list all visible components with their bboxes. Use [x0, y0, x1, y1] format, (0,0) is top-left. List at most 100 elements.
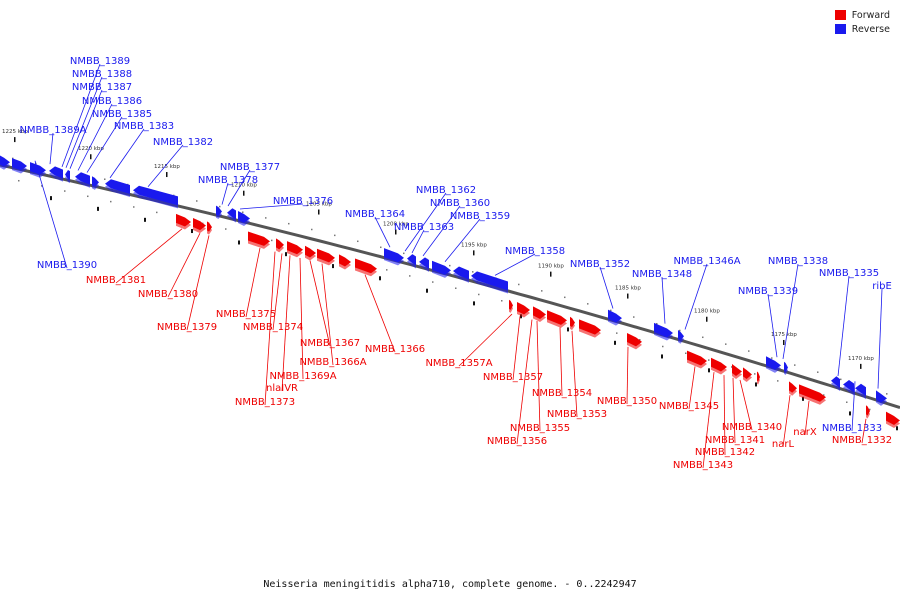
minor-tick-lower [87, 195, 89, 198]
forward-gene-label: NMBB_1343 [673, 460, 733, 471]
reverse-gene-label: NMBB_1339 [738, 286, 798, 297]
minor-tick-lower [409, 275, 411, 277]
reverse-gene-label-leader [404, 192, 447, 252]
minor-tick-upper [886, 393, 888, 395]
reverse-gene-arrow [30, 162, 46, 175]
kbp-tick-mark [166, 172, 168, 178]
minor-tick-upper [771, 357, 773, 359]
reverse-gene-label: NMBB_1359 [450, 211, 510, 222]
reverse-gene-label-leader [239, 203, 304, 210]
reverse-gene-label-leader [837, 275, 850, 377]
forward-gene-label: NMBB_1356 [487, 436, 547, 447]
forward-gene-label-leader [321, 263, 334, 366]
forward-gene-label: NMBB_1373 [235, 397, 295, 408]
legend-label-reverse: Reverse [851, 23, 890, 35]
forward-gene-label: NMBB_1380 [138, 289, 198, 300]
reverse-gene-label-leader [444, 218, 481, 263]
reverse-gene-arrow [654, 322, 673, 338]
forward-gene-arrow [176, 213, 191, 227]
reverse-gene-label: NMBB_1376 [273, 196, 333, 207]
minor-tick-lower [501, 300, 503, 302]
minor-tick-upper [794, 364, 796, 366]
kbp-tick-label: 1225 kbp [2, 129, 28, 135]
reverse-gene-label: NMBB_1358 [505, 246, 565, 257]
major-tick-lower [238, 240, 240, 245]
major-tick-lower [755, 382, 757, 387]
forward-gene-label-leader [571, 330, 578, 418]
minor-tick-upper [12, 157, 14, 160]
reverse-gene-label-leader [49, 132, 54, 165]
forward-gene-arrow [866, 405, 870, 416]
major-tick-lower [473, 301, 475, 306]
reverse-gene-arrow [831, 376, 840, 389]
minor-tick-upper [334, 234, 336, 237]
kbp-tick-label: 1215 kbp [154, 164, 180, 170]
legend-item-reverse: Reverse [834, 22, 890, 36]
forward-gene-label: NMBB_1366A [299, 357, 366, 368]
reverse-gene-label-leader [34, 160, 68, 269]
major-tick-lower [332, 264, 334, 269]
minor-tick-upper [104, 178, 106, 180]
minor-tick-lower [639, 339, 641, 341]
kbp-tick-mark [550, 271, 552, 277]
forward-gene-arrow [627, 333, 642, 347]
reverse-gene-arrow [12, 158, 27, 171]
forward-gene-label: NMBB_1381 [86, 275, 146, 286]
major-tick-lower [379, 276, 381, 281]
minor-tick-lower [708, 359, 710, 361]
reverse-gene-label: NMBB_1390 [37, 260, 97, 271]
reverse-gene-label-leader [109, 128, 145, 179]
kbp-tick-mark [860, 363, 862, 369]
major-tick-lower [97, 206, 99, 211]
reverse-gene-arrow [105, 179, 130, 195]
reverse-gene-label-leader [851, 381, 856, 432]
forward-gene-label-leader [861, 418, 867, 444]
reverse-gene-label-leader [599, 266, 614, 309]
minor-tick-lower [478, 293, 480, 296]
major-tick-lower [849, 411, 851, 416]
reverse-gene-label-leader [65, 76, 103, 168]
reverse-gene-label: NMBB_1383 [114, 121, 174, 132]
reverse-gene-arrow [471, 271, 508, 291]
kbp-tick-label: 1195 kbp [461, 242, 487, 248]
forward-gene-label-leader [702, 372, 715, 469]
reverse-gene-label-leader [374, 216, 391, 248]
reverse-gene-label-leader [147, 144, 184, 188]
forward-gene-arrow [248, 231, 270, 246]
kbp-tick-label: 1200 kbp [383, 221, 409, 227]
minor-tick-upper [633, 316, 635, 318]
forward-gene-arrow [305, 245, 316, 258]
forward-gene-label: NMBB_1357 [483, 372, 543, 383]
reverse-gene-arrow [92, 176, 99, 187]
forward-gene-label-leader [115, 228, 183, 284]
forward-gene-label-leader [536, 320, 541, 432]
forward-gene-label-leader [732, 377, 736, 444]
major-tick-lower [802, 396, 804, 401]
minor-tick-upper [380, 246, 382, 249]
minor-tick-lower [685, 352, 687, 355]
reverse-gene-label-leader [227, 169, 251, 207]
minor-tick-lower [133, 206, 135, 208]
forward-gene-label-leader [688, 366, 696, 410]
forward-gene-label: NMBB_1366 [365, 344, 425, 355]
forward-gene-label-leader [299, 257, 304, 380]
kbp-tick-mark [243, 190, 245, 196]
forward-gene-label: NMBB_1369A [269, 371, 336, 382]
minor-tick-upper [840, 378, 842, 381]
reverse-gene-label-leader [69, 89, 103, 169]
forward-gene-label-leader [804, 400, 810, 436]
forward-gene-label: narL [772, 439, 795, 450]
minor-tick-lower [271, 239, 273, 242]
minor-tick-lower [616, 332, 618, 334]
major-tick-lower [191, 229, 193, 234]
kbp-tick-label: 1180 kbp [694, 309, 720, 315]
reverse-gene-label: NMBB_1386 [82, 96, 142, 107]
forward-gene-arrow [789, 381, 797, 393]
forward-gene-label: NMBB_1345 [659, 401, 719, 412]
reverse-gene-arrow [453, 266, 469, 280]
minor-tick-upper [748, 350, 750, 352]
forward-gene-label-leader [245, 247, 261, 318]
reverse-gene-label-leader [684, 263, 708, 330]
major-tick-lower [144, 217, 146, 222]
